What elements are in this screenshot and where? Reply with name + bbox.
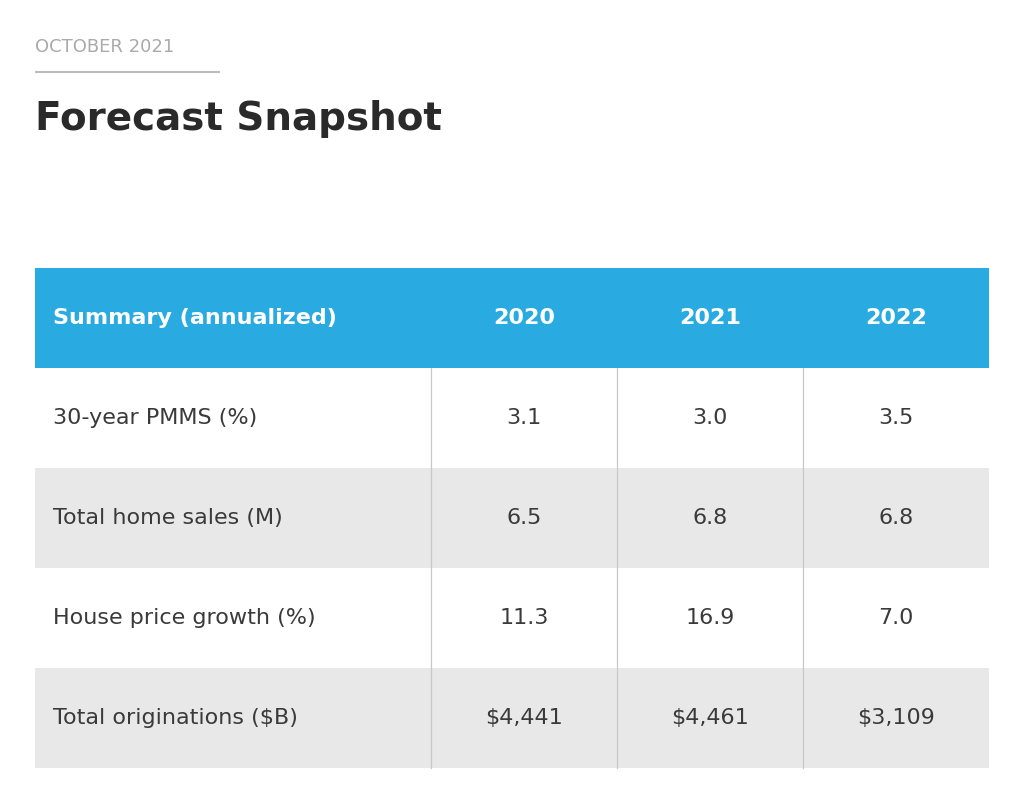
Text: 3.5: 3.5 [879,408,913,428]
Text: 7.0: 7.0 [879,608,913,628]
Text: 6.8: 6.8 [692,508,728,528]
Text: $3,109: $3,109 [857,708,935,728]
Text: 6.5: 6.5 [506,508,542,528]
Text: Summary (annualized): Summary (annualized) [53,308,337,328]
Bar [35,268,989,368]
Text: OCTOBER 2021: OCTOBER 2021 [35,38,174,56]
Text: 3.1: 3.1 [506,408,542,428]
Text: 6.8: 6.8 [879,508,913,528]
Text: $4,461: $4,461 [671,708,749,728]
Text: Total home sales (M): Total home sales (M) [53,508,283,528]
Text: Forecast Snapshot: Forecast Snapshot [35,100,442,138]
Bar [35,368,989,468]
Text: House price growth (%): House price growth (%) [53,608,315,628]
Text: $4,441: $4,441 [485,708,563,728]
Text: 11.3: 11.3 [500,608,549,628]
Text: 3.0: 3.0 [692,408,728,428]
Text: 2021: 2021 [679,308,741,328]
Text: Total originations ($B): Total originations ($B) [53,708,298,728]
Bar [35,568,989,668]
Bar [35,668,989,768]
Text: 30-year PMMS (%): 30-year PMMS (%) [53,408,257,428]
Text: 2020: 2020 [493,308,555,328]
Bar [35,468,989,568]
Text: 16.9: 16.9 [685,608,734,628]
Text: 2022: 2022 [865,308,927,328]
